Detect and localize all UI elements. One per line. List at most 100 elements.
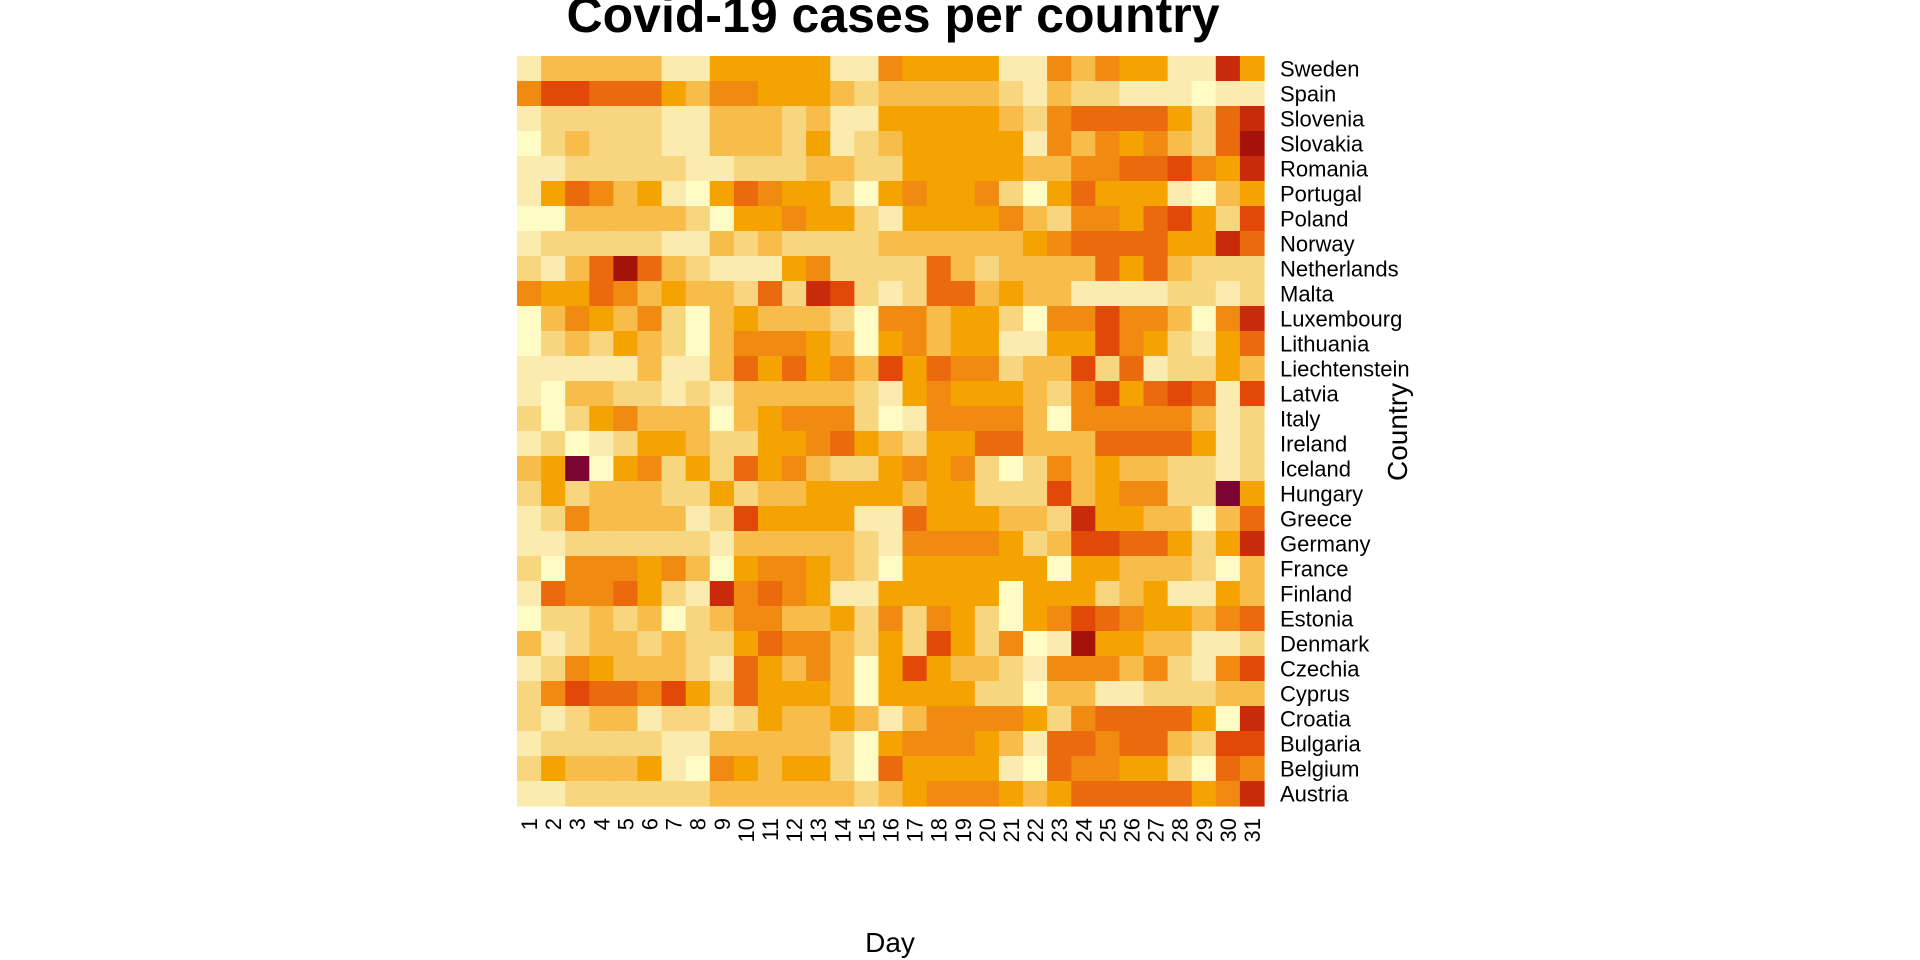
heatmap-cell-slovakia-day-26 <box>1119 131 1145 157</box>
heatmap-cell-czechia-day-15 <box>854 656 880 682</box>
heatmap-cell-portugal-day-28 <box>1167 181 1193 207</box>
heatmap-cell-latvia-day-21 <box>998 381 1024 407</box>
heatmap-cell-slovakia-day-8 <box>685 131 711 157</box>
heatmap-cell-belgium-day-28 <box>1167 756 1193 782</box>
heatmap-cell-estonia-day-21 <box>998 606 1024 632</box>
heatmap-cell-greece-day-5 <box>613 506 639 532</box>
heatmap-cell-portugal-day-13 <box>806 181 831 207</box>
heatmap-cell-slovenia-day-15 <box>854 106 880 132</box>
heatmap-cell-greece-day-8 <box>685 506 711 532</box>
heatmap-cell-malta-day-28 <box>1167 281 1193 307</box>
heatmap-cell-germany-day-25 <box>1095 531 1121 557</box>
heatmap-cell-hungary-day-27 <box>1143 481 1169 507</box>
heatmap-cell-finland-day-15 <box>854 581 880 607</box>
y-tick-label: Iceland <box>1280 457 1351 482</box>
heatmap-cell-liechtenstein-day-15 <box>854 356 880 382</box>
heatmap-cell-netherlands-day-6 <box>637 256 663 282</box>
heatmap-cell-greece-day-14 <box>830 506 855 532</box>
heatmap-cell-greece-day-18 <box>926 506 952 532</box>
heatmap-cell-finland-day-5 <box>613 581 639 607</box>
heatmap-cell-france-day-17 <box>902 556 928 582</box>
heatmap-cell-denmark-day-17 <box>902 631 928 657</box>
heatmap-cell-netherlands-day-19 <box>950 256 976 282</box>
heatmap-cell-croatia-day-24 <box>1071 706 1096 732</box>
heatmap-cell-romania-day-9 <box>709 156 735 182</box>
heatmap-cell-spain-day-10 <box>733 81 759 107</box>
heatmap-cell-finland-day-4 <box>589 581 614 607</box>
heatmap-cell-czechia-day-5 <box>613 656 639 682</box>
heatmap-cell-finland-day-9 <box>709 581 735 607</box>
heatmap-cell-netherlands-day-11 <box>757 256 783 282</box>
heatmap-cell-bulgaria-day-17 <box>902 731 928 757</box>
heatmap-cell-slovenia-day-2 <box>541 106 566 132</box>
heatmap-cell-slovenia-day-23 <box>1047 106 1072 132</box>
heatmap-cell-lithuania-day-12 <box>782 331 807 357</box>
heatmap-cell-malta-day-7 <box>661 281 687 307</box>
x-tick-label: 5 <box>613 818 638 830</box>
heatmap-cell-italy-day-25 <box>1095 406 1121 432</box>
heatmap-cell-finland-day-6 <box>637 581 663 607</box>
chart-title: Covid-19 cases per country <box>566 0 1219 43</box>
heatmap-cell-norway-day-31 <box>1239 231 1265 257</box>
heatmap-cell-germany-day-28 <box>1167 531 1193 557</box>
heatmap-cell-germany-day-4 <box>589 531 614 557</box>
heatmap-cell-norway-day-10 <box>733 231 759 257</box>
heatmap-cell-slovenia-day-21 <box>998 106 1024 132</box>
heatmap-cell-austria-day-3 <box>565 781 590 807</box>
heatmap-cell-austria-day-5 <box>613 781 639 807</box>
heatmap-cell-croatia-day-11 <box>757 706 783 732</box>
x-tick-label: 22 <box>1023 818 1048 842</box>
heatmap-cell-luxembourg-day-21 <box>998 306 1024 332</box>
heatmap-cell-germany-day-9 <box>709 531 735 557</box>
heatmap-cell-slovakia-day-16 <box>878 131 904 157</box>
heatmap-cell-greece-day-28 <box>1167 506 1193 532</box>
heatmap-cell-denmark-day-28 <box>1167 631 1193 657</box>
heatmap-cell-estonia-day-20 <box>974 606 1000 632</box>
heatmap-cell-iceland-day-4 <box>589 456 614 482</box>
heatmap-cell-cyprus-day-9 <box>709 681 735 707</box>
heatmap-cell-hungary-day-19 <box>950 481 976 507</box>
heatmap-cell-sweden-day-8 <box>685 56 711 82</box>
x-tick-label: 14 <box>830 818 855 842</box>
heatmap-cell-italy-day-27 <box>1143 406 1169 432</box>
heatmap-cell-norway-day-12 <box>782 231 807 257</box>
heatmap-cell-denmark-day-12 <box>782 631 807 657</box>
heatmap-cell-bulgaria-day-1 <box>517 731 542 757</box>
heatmap-cell-portugal-day-17 <box>902 181 928 207</box>
heatmap-cell-czechia-day-1 <box>517 656 542 682</box>
heatmap-cell-slovenia-day-25 <box>1095 106 1121 132</box>
heatmap-cell-finland-day-2 <box>541 581 566 607</box>
heatmap-cell-belgium-day-31 <box>1239 756 1265 782</box>
heatmap-cell-latvia-day-2 <box>541 381 566 407</box>
heatmap-cell-norway-day-14 <box>830 231 855 257</box>
heatmap-cell-ireland-day-5 <box>613 431 639 457</box>
heatmap-cell-slovenia-day-27 <box>1143 106 1169 132</box>
heatmap-cell-romania-day-25 <box>1095 156 1121 182</box>
heatmap-cell-lithuania-day-31 <box>1239 331 1265 357</box>
heatmap-cell-hungary-day-17 <box>902 481 928 507</box>
heatmap-cell-germany-day-5 <box>613 531 639 557</box>
heatmap-cell-hungary-day-12 <box>782 481 807 507</box>
heatmap-cell-hungary-day-26 <box>1119 481 1145 507</box>
heatmap-cell-latvia-day-8 <box>685 381 711 407</box>
heatmap-cell-sweden-day-10 <box>733 56 759 82</box>
heatmap-cell-slovenia-day-12 <box>782 106 807 132</box>
heatmap-cell-luxembourg-day-28 <box>1167 306 1193 332</box>
heatmap-cell-hungary-day-23 <box>1047 481 1072 507</box>
heatmap-cell-portugal-day-6 <box>637 181 663 207</box>
heatmap-cell-liechtenstein-day-2 <box>541 356 566 382</box>
heatmap-cell-liechtenstein-day-3 <box>565 356 590 382</box>
heatmap-cell-slovakia-day-17 <box>902 131 928 157</box>
y-tick-label: Denmark <box>1280 632 1370 657</box>
heatmap-cell-cyprus-day-30 <box>1215 681 1241 707</box>
heatmap-cell-italy-day-26 <box>1119 406 1145 432</box>
heatmap-cell-slovakia-day-9 <box>709 131 735 157</box>
y-tick-label: France <box>1280 557 1348 582</box>
heatmap-cell-portugal-day-15 <box>854 181 880 207</box>
heatmap-cell-ireland-day-11 <box>757 431 783 457</box>
heatmap-cell-croatia-day-16 <box>878 706 904 732</box>
heatmap-cell-bulgaria-day-2 <box>541 731 566 757</box>
y-tick-label: Lithuania <box>1280 332 1370 357</box>
heatmap-cell-liechtenstein-day-6 <box>637 356 663 382</box>
heatmap-cell-romania-day-17 <box>902 156 928 182</box>
